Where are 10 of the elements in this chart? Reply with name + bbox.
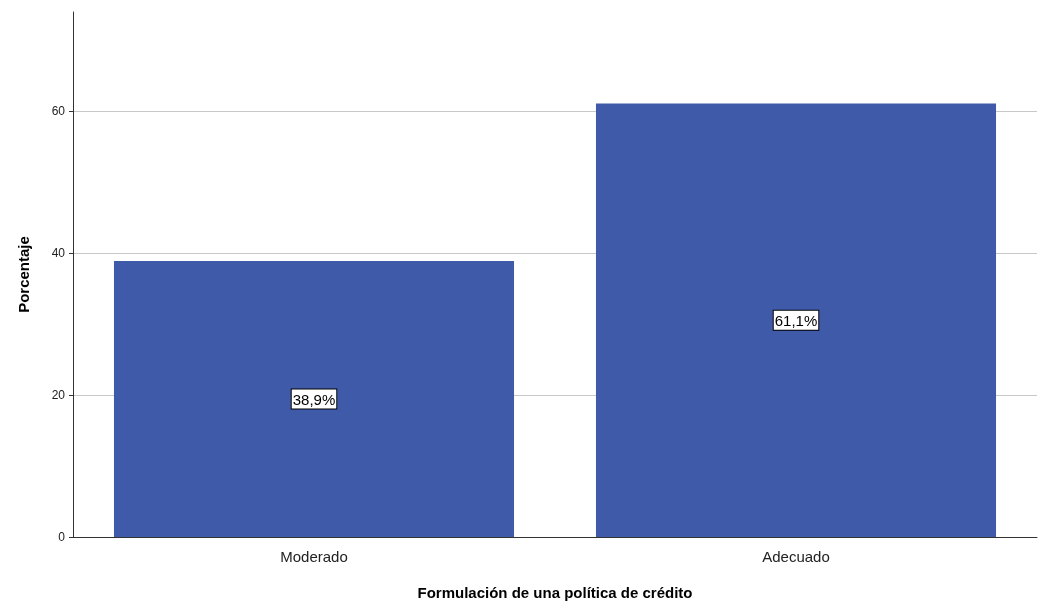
x-tick-label: Moderado	[280, 548, 348, 565]
data-label: 61,1%	[774, 311, 818, 329]
x-tick-label: Adecuado	[762, 548, 830, 565]
y-tick-label: 60	[51, 104, 66, 119]
y-tick-label: 0	[58, 530, 66, 544]
y-axis-title: Porcentaje	[15, 236, 32, 313]
x-axis-title: Formulación de una política de crédito	[417, 584, 693, 601]
y-tick-label: 20	[51, 388, 66, 403]
data-label: 38,9%	[292, 390, 336, 408]
y-tick-label: 40	[51, 246, 66, 261]
